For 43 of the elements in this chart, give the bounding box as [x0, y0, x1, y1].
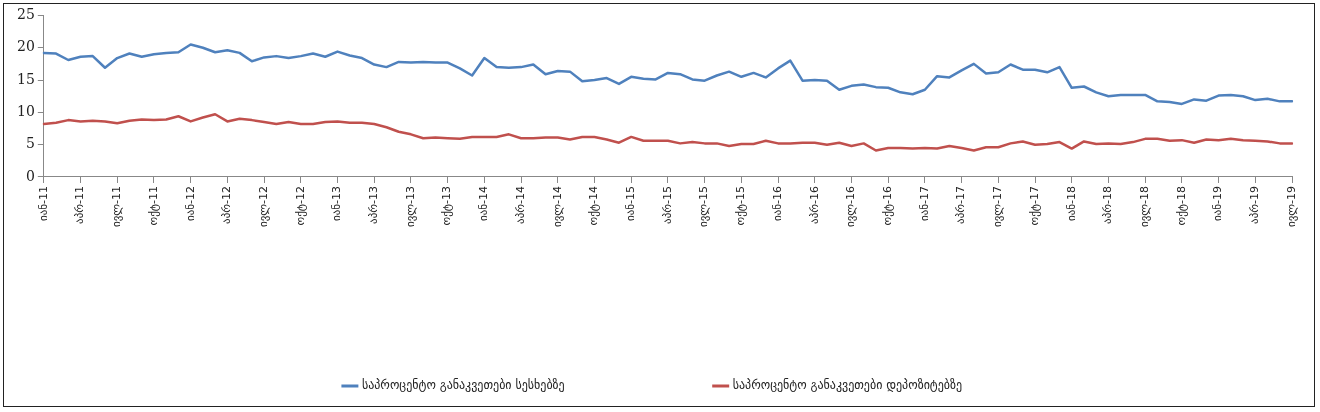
x-tick-label: იან-17 [917, 185, 931, 221]
y-tick-label: 5 [25, 135, 35, 152]
x-tick-label: ოქტ-14 [587, 185, 601, 226]
x-tick-label: ივლ-13 [403, 185, 417, 228]
x-tick-label: ივლ-12 [256, 185, 270, 228]
x-tick-label: ივლ-19 [1284, 185, 1298, 228]
x-tick-label: აპრ-14 [513, 185, 527, 224]
x-tick-label: ოქტ-16 [881, 185, 895, 226]
x-tick-label: იან-18 [1064, 185, 1078, 221]
x-tick-label: აპრ-11 [73, 185, 87, 224]
x-tick-label: ივლ-17 [991, 185, 1005, 228]
x-tick-label: აპრ-18 [1101, 185, 1115, 224]
y-tick-label: 15 [16, 70, 35, 87]
x-tick-label: იან-19 [1211, 185, 1225, 221]
x-tick-label: აპრ-12 [220, 185, 234, 224]
x-tick-label: ოქტ-18 [1174, 185, 1188, 226]
x-tick-label: ივლ-14 [550, 185, 564, 228]
y-tick-label: 10 [16, 103, 35, 119]
x-tick-label: ივლ-15 [697, 185, 711, 228]
x-tick-label: ოქტ-15 [734, 185, 748, 226]
x-tick-label: აპრ-13 [367, 185, 381, 224]
x-tick-label: ოქტ-11 [146, 185, 160, 226]
x-tick-label: იან-11 [36, 185, 50, 221]
x-tick-label: ივლ-11 [110, 185, 124, 228]
x-tick-label: ოქტ-12 [293, 185, 307, 226]
x-tick-label: იან-16 [770, 185, 784, 221]
x-tick-label: ივლ-16 [844, 185, 858, 228]
y-tick-label: 0 [25, 167, 35, 184]
x-tick-label: აპრ-17 [954, 185, 968, 224]
x-tick-label: აპრ-19 [1248, 185, 1262, 224]
x-tick-label: ოქტ-13 [440, 185, 454, 226]
x-tick-label: აპრ-15 [660, 185, 674, 224]
x-tick-label: აპრ-16 [807, 185, 821, 224]
legend-label: საპროცენტო განაკვეთები სესხებზე [361, 378, 565, 393]
y-tick-label: 20 [16, 38, 35, 55]
x-tick-label: იან-15 [624, 185, 638, 221]
legend-label: საპროცენტო განაკვეთები დეპოზიტებზე [732, 378, 963, 393]
x-tick-label: იან-13 [330, 185, 344, 221]
x-tick-label: ივლ-18 [1138, 185, 1152, 228]
x-tick-label: ოქტ-17 [1027, 185, 1041, 226]
y-tick-label: 25 [16, 6, 35, 23]
x-tick-label: იან-14 [477, 185, 491, 221]
x-tick-label: იან-12 [183, 185, 197, 221]
